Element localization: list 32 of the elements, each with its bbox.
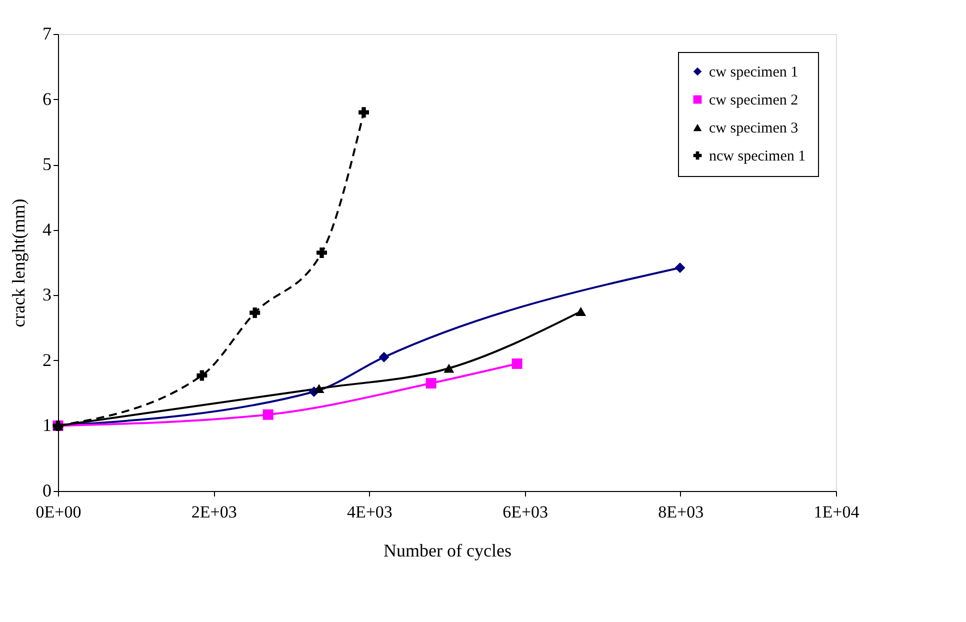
x-tick-label: 4E+03 (346, 502, 392, 522)
x-tick-label: 1E+04 (814, 502, 860, 522)
x-tick-label: 2E+03 (191, 502, 237, 522)
point (250, 308, 260, 318)
x-tick-label: 6E+03 (502, 502, 548, 522)
legend-label: ncw specimen 1 (709, 148, 806, 164)
y-tick-label: 0 (42, 480, 52, 500)
legend-label: cw specimen 3 (709, 120, 798, 136)
y-tick-label: 4 (42, 219, 52, 240)
point (314, 384, 324, 394)
point (426, 378, 436, 389)
legend-label: cw specimen 2 (709, 92, 798, 108)
y-tick-label: 5 (42, 154, 52, 174)
point (378, 352, 390, 362)
y-tick-label: 2 (42, 350, 52, 370)
point (674, 262, 686, 273)
x-tick-label: 8E+03 (658, 502, 704, 522)
point (512, 358, 522, 369)
point (316, 247, 327, 258)
y-tick-label: 1 (42, 415, 52, 436)
y-tick-label: 7 (42, 24, 52, 44)
point (262, 409, 274, 420)
point (444, 364, 454, 373)
x-tick-label: 0E+00 (36, 502, 82, 522)
point (196, 370, 208, 381)
x-axis-title: Number of cycles (384, 540, 512, 560)
point (576, 306, 586, 316)
legend-label: cw specimen 1 (709, 64, 798, 80)
y-tick-label: 6 (42, 88, 52, 109)
y-axis-title: crack lenght(mm) (8, 198, 28, 328)
y-tick-label: 3 (42, 284, 52, 305)
point (358, 107, 369, 118)
